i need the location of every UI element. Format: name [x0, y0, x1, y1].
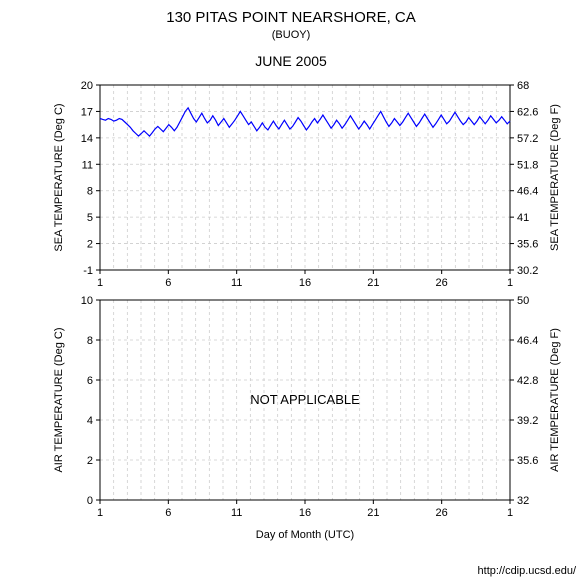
xtick: 26: [436, 277, 448, 289]
ytick-c: 6: [87, 375, 93, 387]
ytick-f: 30.2: [517, 265, 538, 277]
air-temperature-chart: 02468103235.639.242.846.45016111621261AI…: [53, 295, 561, 519]
xtick: 6: [165, 277, 171, 289]
subtitle: (BUOY): [272, 29, 311, 41]
left-axis-label: AIR TEMPERATURE (Deg C): [53, 327, 65, 472]
ytick-f: 35.6: [517, 239, 538, 251]
xtick: 1: [507, 277, 513, 289]
ytick-c: 8: [87, 186, 93, 198]
ytick-f: 32: [517, 495, 529, 507]
ytick-c: 5: [87, 212, 93, 224]
ytick-f: 46.4: [517, 335, 538, 347]
ytick-c: 11: [82, 159, 93, 171]
ytick-c: 0: [87, 495, 93, 507]
ytick-c: 14: [81, 133, 93, 145]
not-applicable-text: NOT APPLICABLE: [250, 392, 360, 407]
x-axis-label: Day of Month (UTC): [256, 529, 354, 541]
ytick-f: 46.4: [517, 186, 538, 198]
main-title: 130 PITAS POINT NEARSHORE, CA: [166, 9, 416, 26]
ytick-c: 17: [81, 106, 93, 118]
ytick-c: 2: [87, 239, 93, 251]
ytick-f: 41: [517, 212, 529, 224]
footer-url: http://cdip.ucsd.edu/: [478, 565, 577, 577]
ytick-c: -1: [83, 265, 93, 277]
right-axis-label: AIR TEMPERATURE (Deg F): [549, 328, 561, 472]
xtick: 11: [231, 507, 242, 519]
ytick-f: 51.8: [517, 159, 538, 171]
sea-temperature-chart: -12581114172030.235.64146.451.857.262.66…: [53, 80, 561, 289]
ytick-c: 4: [87, 415, 93, 427]
xtick: 6: [165, 507, 171, 519]
left-axis-label: SEA TEMPERATURE (Deg C): [53, 103, 65, 251]
ytick-f: 35.6: [517, 455, 538, 467]
xtick: 1: [507, 507, 513, 519]
ytick-f: 62.6: [517, 106, 538, 118]
ytick-f: 50: [517, 295, 529, 307]
ytick-f: 39.2: [517, 415, 538, 427]
ytick-f: 57.2: [517, 133, 538, 145]
xtick: 21: [367, 507, 379, 519]
ytick-f: 68: [517, 80, 529, 92]
xtick: 1: [97, 277, 103, 289]
ytick-f: 42.8: [517, 375, 538, 387]
ytick-c: 2: [87, 455, 93, 467]
xtick: 26: [436, 507, 448, 519]
chart-container: 130 PITAS POINT NEARSHORE, CA (BUOY) JUN…: [0, 0, 582, 581]
ytick-c: 8: [87, 335, 93, 347]
xtick: 16: [299, 277, 311, 289]
xtick: 1: [97, 507, 103, 519]
xtick: 16: [299, 507, 311, 519]
ytick-c: 10: [81, 295, 93, 307]
right-axis-label: SEA TEMPERATURE (Deg F): [549, 104, 561, 251]
ytick-c: 20: [81, 80, 93, 92]
xtick: 21: [367, 277, 379, 289]
xtick: 11: [231, 277, 242, 289]
month-title: JUNE 2005: [255, 53, 327, 69]
chart-svg: 130 PITAS POINT NEARSHORE, CA (BUOY) JUN…: [0, 0, 582, 581]
